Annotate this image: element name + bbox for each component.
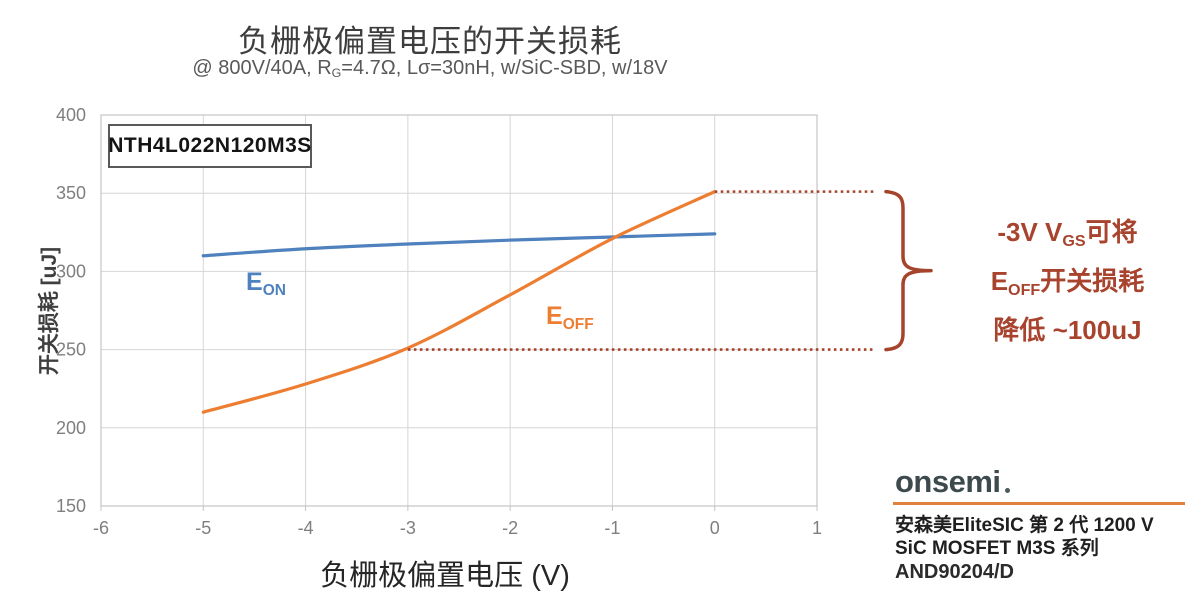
subtitle-pre: @ 800V/40A, R xyxy=(192,57,332,79)
annotation-line2-post: 开关损耗 xyxy=(1040,266,1145,296)
series-curve-e_on xyxy=(201,232,717,258)
x-axis-title: 负栅极偏置电压 (V) xyxy=(320,560,570,592)
eon-label-subscript: ON xyxy=(262,281,286,299)
onsemi-logo: onsemi xyxy=(895,464,1001,499)
annotation-line-1: -3V VGS可将 xyxy=(945,210,1190,259)
annotation-line2-pre: E xyxy=(990,266,1009,296)
annotation-line-3: 降低 ~100uJ xyxy=(993,315,1142,345)
curly-brace xyxy=(884,189,933,352)
footer-product-line-1: 安森美EliteSIC 第 2 代 1200 V xyxy=(895,515,1154,536)
device-part-number: NTH4L022N120M3S xyxy=(108,134,312,157)
annotation-line-2: EOFF开关损耗 xyxy=(945,259,1190,308)
chart-title: 负栅极偏置电压的开关损耗 xyxy=(238,24,622,59)
y-tick-label: 300 xyxy=(56,261,86,281)
x-tick-label: 1 xyxy=(812,518,822,538)
x-tick-label: -3 xyxy=(400,518,416,538)
annotation-line2-subscript: OFF xyxy=(1008,280,1041,299)
y-tick-label: 200 xyxy=(56,418,86,438)
x-tick-label: -4 xyxy=(298,518,314,538)
logo-underline xyxy=(893,502,1185,505)
x-tick-label: -6 xyxy=(93,518,109,538)
eon-label-main: E xyxy=(246,268,263,296)
x-tick-label: 0 xyxy=(710,518,720,538)
x-tick-label: -1 xyxy=(604,518,620,538)
eoff-label-main: E xyxy=(546,302,563,330)
plot-border xyxy=(100,114,818,507)
y-axis-title: 开关损耗 [uJ] xyxy=(38,246,61,376)
series-curve-e_off xyxy=(201,190,717,414)
y-tick-label: 350 xyxy=(56,183,86,203)
annotation-line1-post: 可将 xyxy=(1085,217,1138,247)
x-tick-label: -5 xyxy=(195,518,211,538)
chart-subtitle: @ 800V/40A, RG=4.7Ω, Lσ=30nH, w/SiC-SBD,… xyxy=(60,57,800,80)
x-tick-label: -2 xyxy=(502,518,518,538)
y-tick-label: 400 xyxy=(56,105,86,125)
footer-product-line-2: SiC MOSFET M3S 系列 xyxy=(895,538,1099,559)
series-label-eoff: EOFF xyxy=(546,302,594,333)
eoff-label-subscript: OFF xyxy=(562,315,594,333)
annotation-line1-subscript: GS xyxy=(1062,231,1086,250)
y-tick-label: 150 xyxy=(56,496,86,516)
series-label-eon: EON xyxy=(246,268,286,299)
subtitle-subscript: G xyxy=(331,66,342,81)
annotation-callout: -3V VGS可将 EOFF开关损耗 降低 ~100uJ xyxy=(945,210,1190,353)
subtitle-post: =4.7Ω, Lσ=30nH, w/SiC-SBD, w/18V xyxy=(341,57,668,79)
y-tick-label: 250 xyxy=(56,340,86,360)
annotation-line1-pre: -3V V xyxy=(997,217,1063,247)
logo-trademark-dot xyxy=(1005,488,1010,493)
device-part-number-box: NTH4L022N120M3S xyxy=(108,124,312,168)
footer-document-number: AND90204/D xyxy=(895,561,1014,583)
